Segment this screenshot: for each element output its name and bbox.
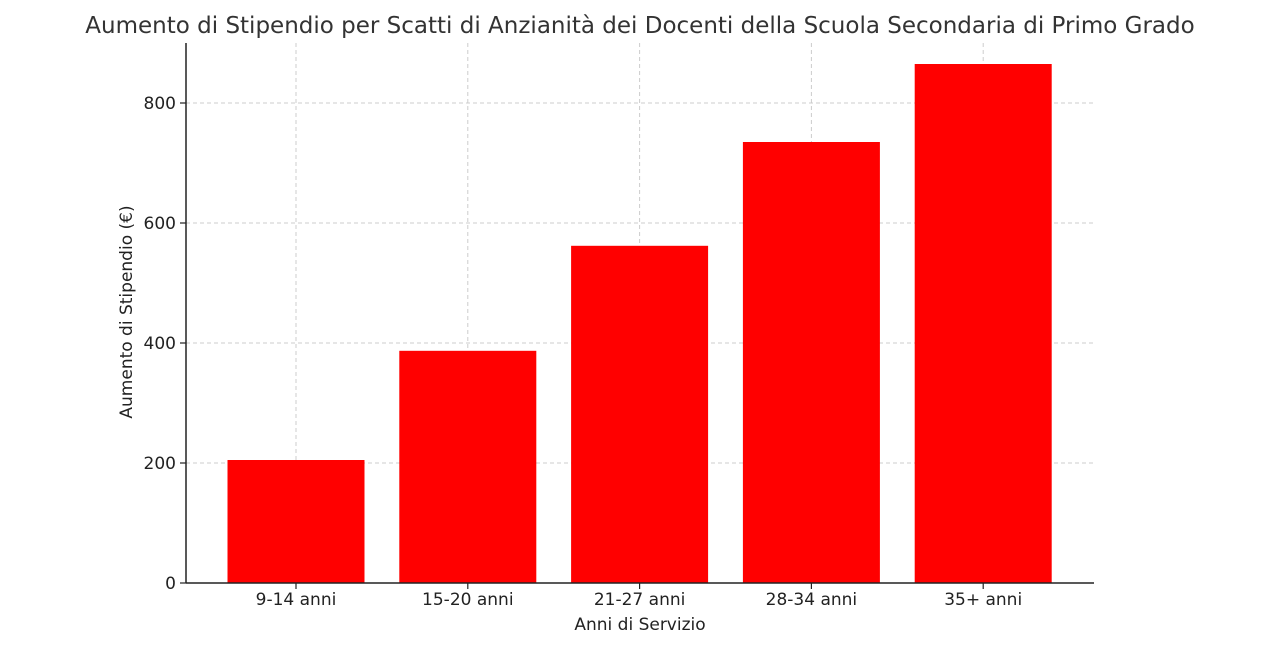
bar: [227, 460, 365, 583]
bar: [914, 64, 1052, 583]
y-axis-label: Aumento di Stipendio (€): [117, 205, 137, 418]
y-tick-label: 0: [165, 574, 176, 594]
y-tick-label: 200: [144, 454, 176, 474]
bar: [742, 142, 880, 583]
bar: [571, 245, 709, 584]
y-tick-label: 400: [144, 334, 176, 354]
bars: [227, 64, 1052, 584]
y-tick-label: 600: [144, 214, 176, 234]
chart-title: Aumento di Stipendio per Scatti di Anzia…: [85, 13, 1194, 39]
x-axis-label: Anni di Servizio: [574, 615, 705, 635]
y-tick-label: 800: [144, 94, 176, 114]
x-tick-label: 28-34 anni: [766, 590, 858, 610]
x-tick-label: 9-14 anni: [256, 590, 337, 610]
x-tick-label: 21-27 anni: [594, 590, 686, 610]
axes: 0 200 400 600 800 9-14 anni 15-20 anni 21-27 an…: [144, 43, 1094, 610]
x-tick-label: 35+ anni: [944, 590, 1022, 610]
bar: [399, 350, 537, 583]
x-tick-label: 15-20 anni: [422, 590, 514, 610]
